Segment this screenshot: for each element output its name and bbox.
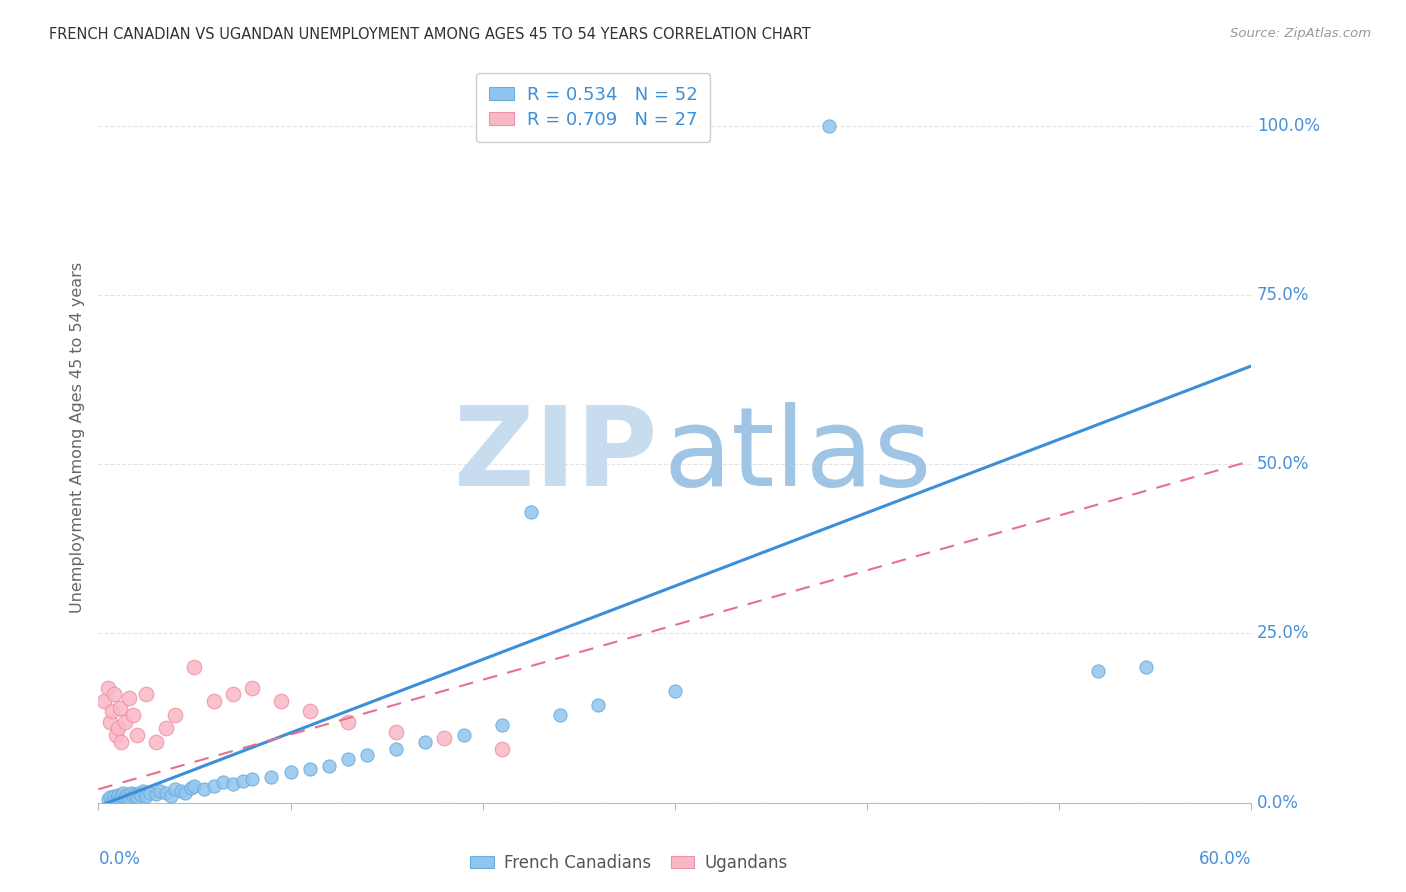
Point [1135,660,1157,674]
Point [270,694,292,708]
Point [117,788,138,802]
Point [155,721,177,735]
Point [165,707,187,722]
Point [193,782,215,797]
Point [160,789,183,803]
Point [260,770,283,784]
Point [101,794,124,808]
Point [149,783,172,797]
Point [548,707,571,722]
Legend: French Canadians, Ugandans: French Canadians, Ugandans [464,847,794,879]
Text: ZIP: ZIP [454,402,658,508]
Point [145,735,167,749]
Point [385,741,408,756]
Point [145,787,167,801]
Point [98,714,121,729]
Point [139,786,162,800]
Point [170,783,193,797]
Point [1087,664,1109,678]
Point [202,694,225,708]
Text: 100.0%: 100.0% [1257,117,1320,135]
Point [664,684,686,698]
Y-axis label: Unemployment Among Ages 45 to 54 years: Unemployment Among Ages 45 to 54 years [70,261,86,613]
Point [491,741,513,756]
Point [491,718,513,732]
Point [107,788,129,802]
Point [520,505,543,519]
Point [222,688,245,702]
Point [471,119,494,133]
Point [114,714,136,729]
Point [97,792,120,806]
Text: atlas: atlas [664,402,932,508]
Point [165,782,187,797]
Text: 25.0%: 25.0% [1257,624,1309,642]
Text: Source: ZipAtlas.com: Source: ZipAtlas.com [1230,27,1371,40]
Text: 60.0%: 60.0% [1199,850,1251,868]
Point [103,688,125,702]
Text: 0.0%: 0.0% [1257,794,1299,812]
Point [586,698,609,712]
Point [183,779,205,793]
Point [107,790,129,805]
Point [135,789,157,803]
Point [155,786,177,800]
Point [385,724,408,739]
Point [212,775,235,789]
Point [122,789,145,803]
Point [453,728,475,742]
Point [817,119,839,133]
Point [101,705,124,719]
Point [118,791,141,805]
Point [110,735,132,749]
Text: 50.0%: 50.0% [1257,455,1309,473]
Point [240,772,263,786]
Point [129,788,152,802]
Point [124,787,146,801]
Point [337,714,360,729]
Point [114,790,136,805]
Point [202,779,225,793]
Point [108,701,131,715]
Point [298,762,321,776]
Point [104,728,127,742]
Text: 75.0%: 75.0% [1257,285,1309,304]
Point [108,791,131,805]
Point [174,786,197,800]
Point [120,786,142,800]
Point [183,660,205,674]
Point [125,728,148,742]
Point [337,752,360,766]
Point [125,790,148,805]
Point [128,786,150,800]
Point [318,758,340,772]
Point [356,748,378,763]
Point [135,688,157,702]
Point [103,789,125,803]
Point [433,731,456,746]
Text: 0.0%: 0.0% [98,850,141,868]
Point [413,735,436,749]
Point [222,777,245,791]
Point [118,690,141,705]
Point [298,705,321,719]
Point [180,780,202,795]
Point [98,790,121,805]
Point [97,681,120,695]
Point [122,707,145,722]
Point [240,681,263,695]
Point [110,789,132,803]
Point [280,765,302,780]
Text: FRENCH CANADIAN VS UGANDAN UNEMPLOYMENT AMONG AGES 45 TO 54 YEARS CORRELATION CH: FRENCH CANADIAN VS UGANDAN UNEMPLOYMENT … [49,27,811,42]
Point [231,774,254,789]
Point [112,786,135,800]
Point [107,721,129,735]
Point [104,792,127,806]
Point [131,783,153,797]
Point [93,694,115,708]
